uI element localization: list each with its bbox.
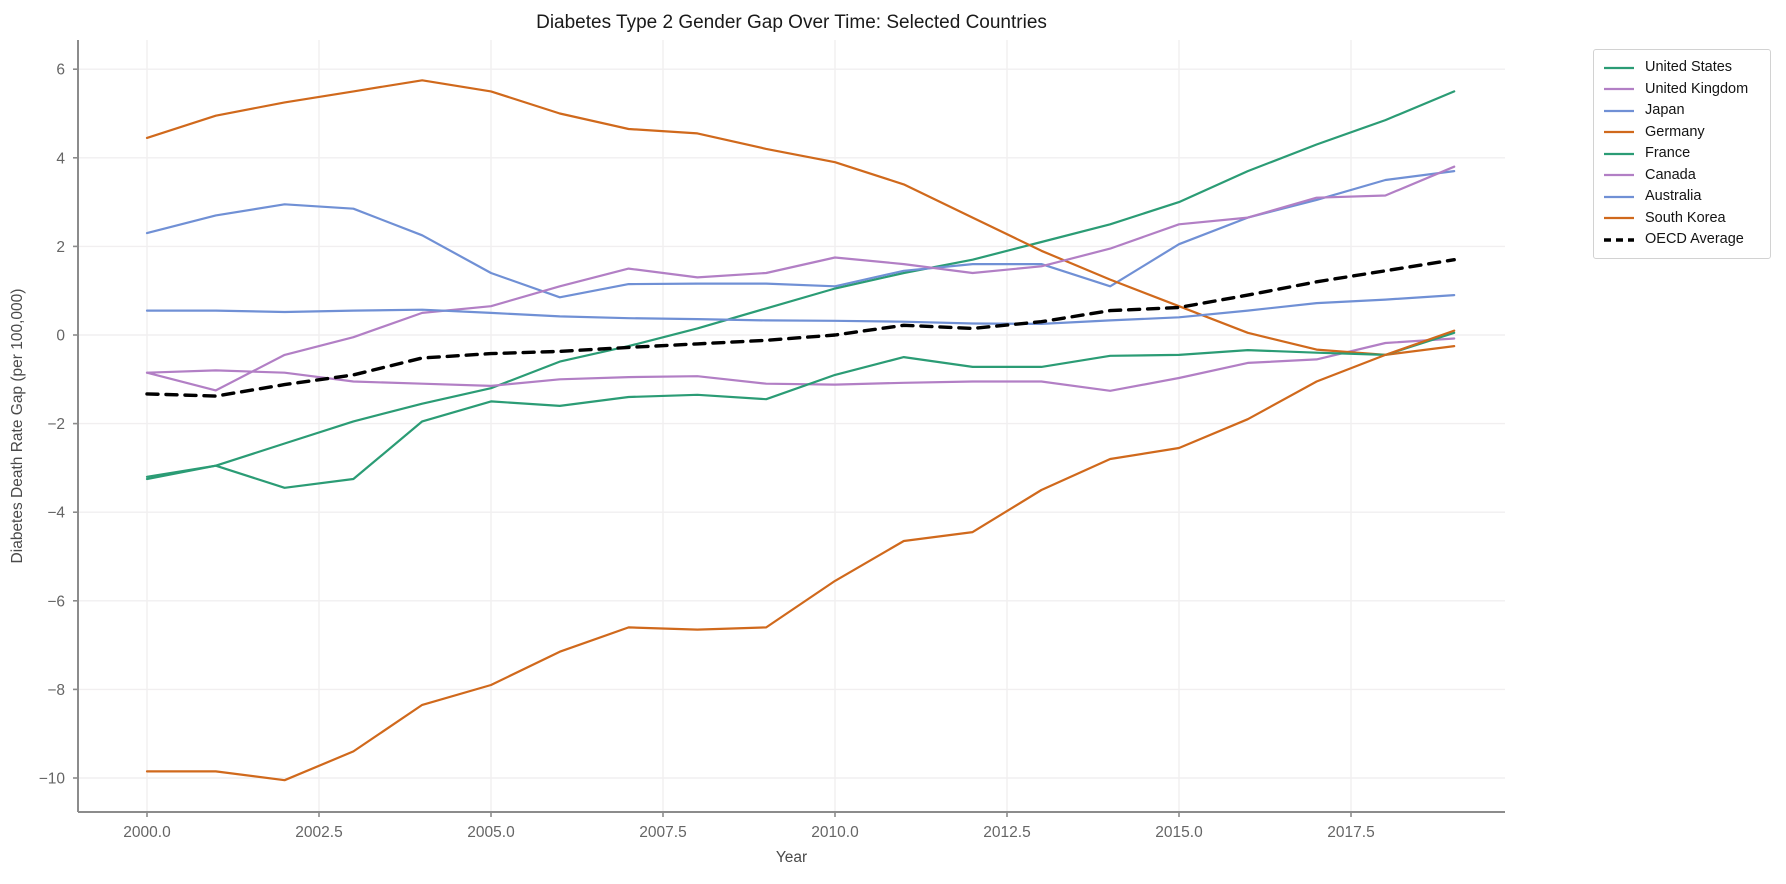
series-line-oecd-average	[145, 258, 1456, 398]
x-tick-label: 2000.0	[123, 824, 171, 841]
y-tick-label: −8	[47, 682, 65, 699]
legend-item: United Kingdom	[1603, 79, 1760, 101]
legend-item-label: United States	[1645, 59, 1733, 76]
legend-line-swatch-icon	[1604, 238, 1634, 242]
legend-item: Australia	[1603, 186, 1760, 208]
series-line-japan	[145, 170, 1456, 299]
series-line-canada	[145, 165, 1456, 392]
x-tick-label: 2012.5	[983, 824, 1030, 841]
y-tick-label: 0	[56, 328, 65, 345]
y-tick-label: −2	[47, 416, 65, 433]
legend-line-swatch-icon	[1604, 131, 1634, 134]
legend-item: Germany	[1603, 122, 1760, 144]
y-tick-label: 2	[56, 239, 65, 256]
legend-item-label: Canada	[1645, 166, 1696, 183]
legend-item-label: Germany	[1645, 123, 1705, 140]
legend-item-label: United Kingdom	[1645, 80, 1749, 97]
legend-item: United States	[1603, 57, 1760, 79]
legend-item: France	[1603, 143, 1760, 165]
chart-legend: United States United Kingdom Japan Germany F…	[1593, 49, 1771, 259]
series-line-france	[145, 331, 1456, 489]
legend-item-label: Australia	[1645, 188, 1702, 205]
chart-title: Diabetes Type 2 Gender Gap Over Time: Se…	[536, 12, 1047, 33]
legend-item-label: France	[1645, 145, 1691, 162]
x-tick-label: 2015.0	[1155, 824, 1203, 841]
series-line-australia	[145, 294, 1456, 325]
legend-line-swatch-icon	[1604, 217, 1634, 220]
x-tick-label: 2005.0	[467, 824, 515, 841]
legend-item-label: OECD Average	[1645, 231, 1744, 248]
grid-lines	[78, 40, 1505, 812]
legend-item-label: South Korea	[1645, 209, 1726, 226]
tick-labels: 2000.0 2002.5 2005.0 2007.5 2010.0 2012.5 2015…	[39, 62, 1375, 841]
y-tick-label: −6	[47, 593, 65, 610]
y-axis-label: Diabetes Death Rate Gap (per 100,000)	[9, 289, 26, 564]
legend-item: Japan	[1603, 100, 1760, 122]
legend-line-swatch-icon	[1604, 174, 1634, 177]
x-tick-label: 2010.0	[811, 824, 859, 841]
legend-line-swatch-icon	[1604, 195, 1634, 198]
series-line-south-korea	[145, 329, 1456, 782]
legend-line-swatch-icon	[1604, 88, 1634, 91]
y-tick-label: 6	[56, 62, 65, 79]
y-tick-label: 4	[56, 150, 65, 167]
x-tick-label: 2002.5	[295, 824, 342, 841]
axes	[73, 40, 1505, 817]
series-line-germany	[145, 79, 1456, 356]
legend-item: Canada	[1603, 165, 1760, 187]
legend-line-swatch-icon	[1604, 152, 1634, 155]
x-tick-label: 2007.5	[639, 824, 686, 841]
series-group	[145, 79, 1456, 782]
series-line-united-kingdom	[145, 337, 1456, 392]
legend-line-swatch-icon	[1604, 66, 1634, 69]
x-axis-label: Year	[776, 849, 807, 866]
legend-line-swatch-icon	[1604, 109, 1634, 112]
legend-item: OECD Average	[1603, 229, 1760, 251]
y-tick-label: −10	[39, 771, 66, 788]
x-tick-label: 2017.5	[1327, 824, 1374, 841]
series-line-united-states	[145, 90, 1456, 478]
y-tick-label: −4	[47, 505, 65, 522]
legend-item: South Korea	[1603, 208, 1760, 230]
legend-item-label: Japan	[1645, 102, 1685, 119]
